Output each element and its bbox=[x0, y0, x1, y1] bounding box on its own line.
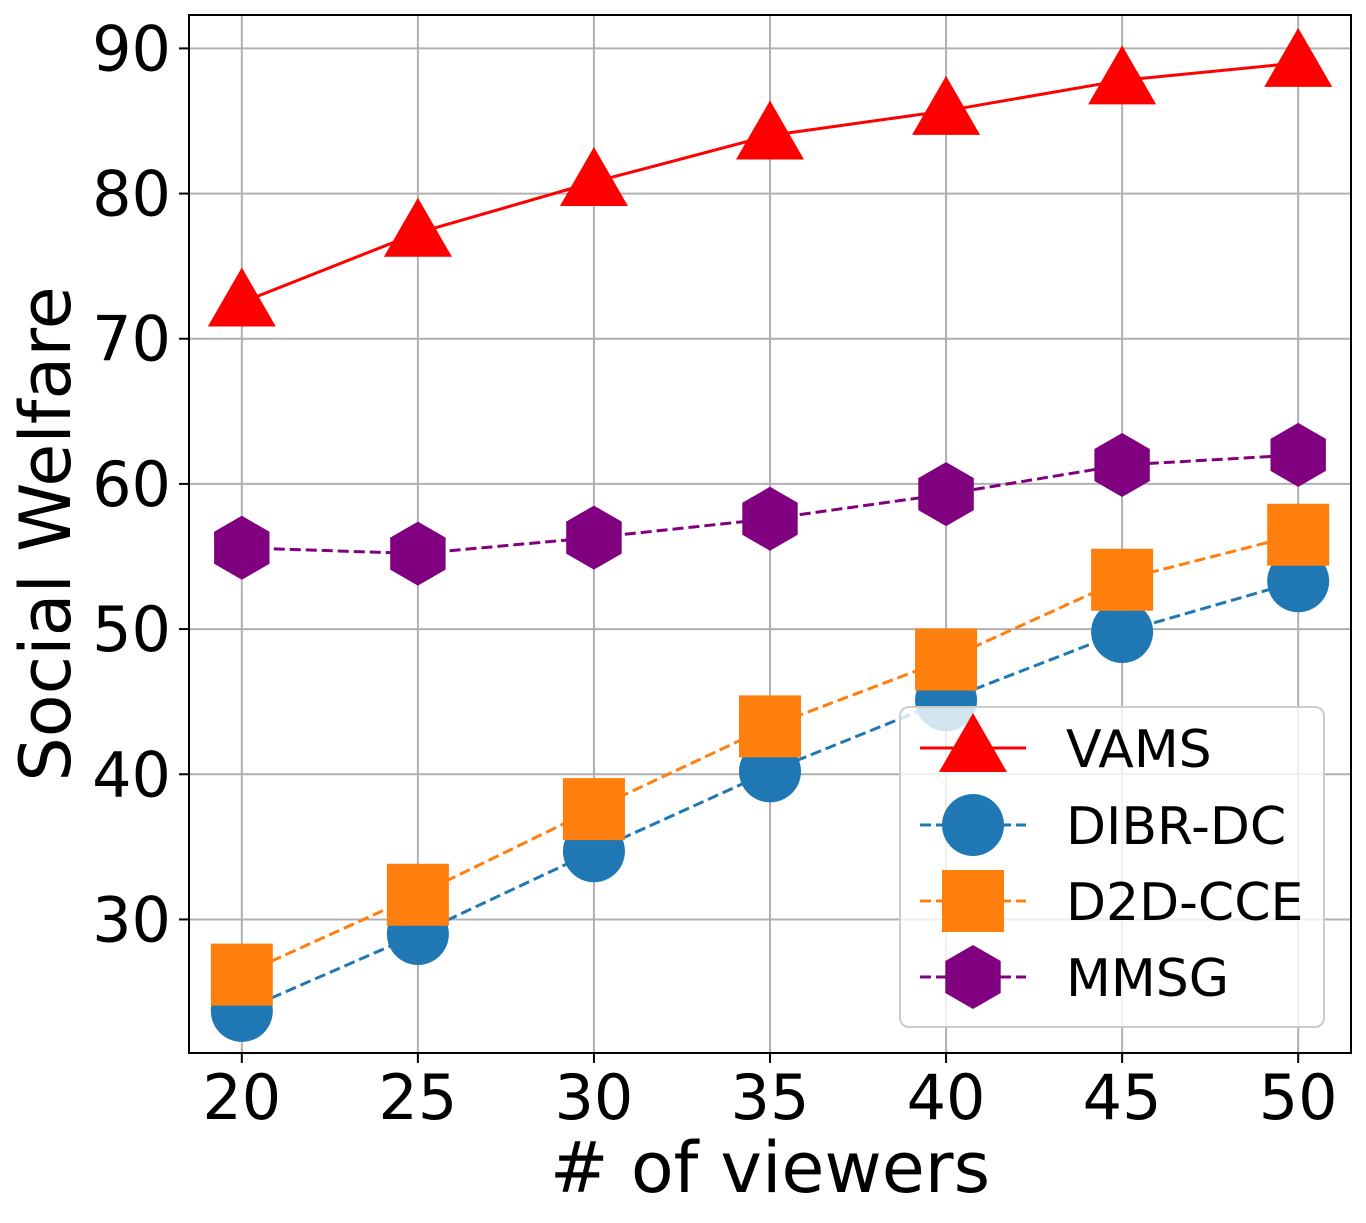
d2d-cce-marker bbox=[1091, 548, 1154, 611]
legend-item-mmsg: MMSG bbox=[920, 945, 1229, 1009]
legend: VAMS DIBR-DC D2D-CCE MMSG bbox=[899, 706, 1325, 1028]
mmsg-marker bbox=[918, 462, 974, 527]
vams-marker bbox=[1088, 45, 1157, 105]
mmsg-marker bbox=[1270, 422, 1326, 487]
x-tick-label: 45 bbox=[1083, 1061, 1162, 1134]
y-tick-label: 30 bbox=[92, 883, 171, 956]
y-axis-title: Social Welfare bbox=[5, 286, 87, 781]
vams-marker bbox=[736, 100, 804, 160]
legend-label-dibr-dc: DIBR-DC bbox=[1066, 797, 1286, 857]
series-d2d-cce bbox=[210, 503, 1330, 1006]
x-tick-label: 30 bbox=[554, 1061, 633, 1134]
d2d-cce-marker bbox=[1267, 503, 1330, 566]
d2d-cce-marker bbox=[562, 778, 625, 841]
ticks: 20 25 30 35 40 45 50 30 40 50 60 70 80 90 bbox=[92, 12, 1338, 1134]
vams-marker bbox=[912, 75, 981, 135]
vams-marker bbox=[383, 197, 452, 257]
y-tick-label: 80 bbox=[92, 158, 171, 231]
x-tick-label: 25 bbox=[378, 1061, 457, 1134]
y-tick-label: 40 bbox=[92, 738, 171, 811]
legend-marker-mmsg bbox=[945, 945, 1001, 1009]
series-vams bbox=[207, 27, 1333, 327]
y-tick-label: 50 bbox=[92, 593, 171, 666]
legend-label-d2d-cce: D2D-CCE bbox=[1066, 873, 1303, 933]
mmsg-marker bbox=[390, 521, 446, 586]
mmsg-marker bbox=[214, 515, 270, 580]
legend-label-mmsg: MMSG bbox=[1066, 949, 1229, 1009]
legend-item-d2d-cce: D2D-CCE bbox=[920, 870, 1303, 933]
x-tick-label: 35 bbox=[731, 1061, 810, 1134]
legend-marker-d2d-cce bbox=[942, 870, 1004, 932]
x-tick-label: 50 bbox=[1259, 1061, 1338, 1134]
dibr-dc-marker bbox=[1091, 600, 1154, 663]
mmsg-marker bbox=[742, 486, 798, 551]
legend-label-vams: VAMS bbox=[1066, 720, 1212, 780]
series-layer bbox=[207, 27, 1333, 1042]
x-tick-label: 20 bbox=[202, 1061, 281, 1134]
vams-marker bbox=[207, 267, 276, 327]
mmsg-marker bbox=[1094, 433, 1150, 497]
vams-marker bbox=[559, 146, 628, 206]
vams-marker bbox=[1264, 27, 1333, 87]
series-mmsg bbox=[214, 422, 1326, 586]
legend-marker-dibr-dc bbox=[942, 794, 1004, 856]
d2d-cce-marker bbox=[386, 863, 449, 926]
x-tick-label: 40 bbox=[907, 1061, 986, 1134]
legend-item-dibr-dc: DIBR-DC bbox=[920, 794, 1286, 857]
d2d-cce-marker bbox=[915, 628, 978, 691]
y-tick-label: 70 bbox=[92, 303, 171, 376]
x-axis-title: # of viewers bbox=[550, 1127, 990, 1209]
mmsg-marker bbox=[566, 505, 622, 570]
legend-marker-vams bbox=[939, 713, 1007, 772]
d2d-cce-marker bbox=[739, 695, 801, 758]
y-tick-label: 90 bbox=[92, 12, 171, 85]
y-tick-label: 60 bbox=[92, 448, 171, 521]
d2d-cce-marker bbox=[210, 943, 273, 1006]
legend-item-vams: VAMS bbox=[920, 713, 1212, 780]
legend-box bbox=[899, 706, 1325, 1028]
